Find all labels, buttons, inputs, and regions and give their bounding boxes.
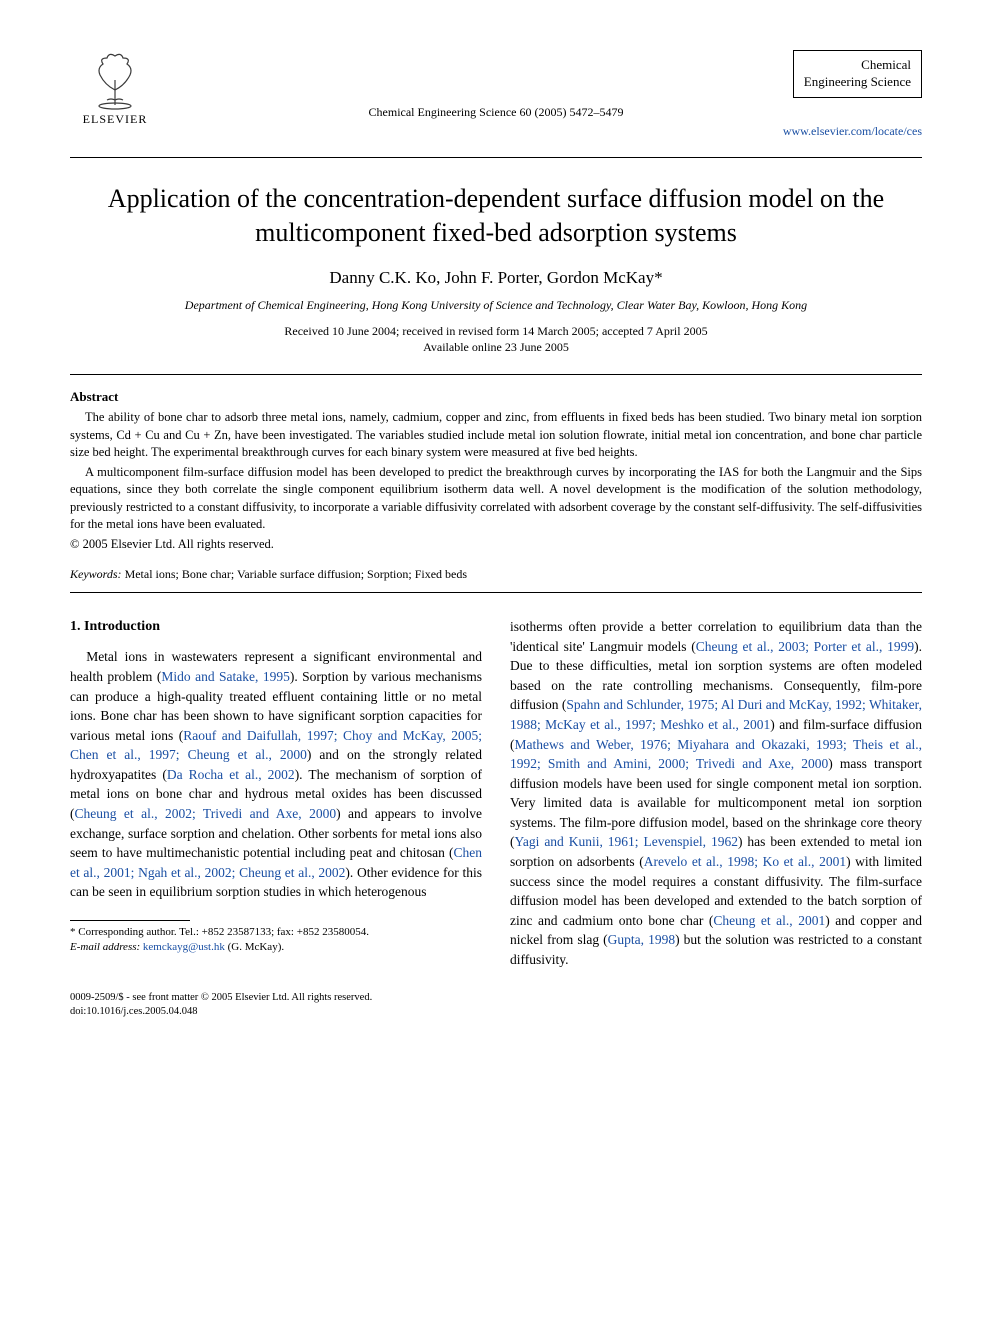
footnote-email-post: (G. McKay).	[225, 941, 284, 953]
footnote-line1: * Corresponding author. Tel.: +852 23587…	[70, 925, 482, 940]
header-separator	[70, 157, 922, 158]
journal-box-line1: Chemical	[804, 57, 911, 74]
left-column: 1. Introduction Metal ions in wastewater…	[70, 617, 482, 969]
journal-url[interactable]: www.elsevier.com/locate/ces	[70, 124, 922, 139]
citation-link[interactable]: Yagi and Kunii, 1961; Levenspiel, 1962	[515, 834, 739, 849]
citation-link[interactable]: Cheung et al., 2002; Trivedi and Axe, 20…	[75, 806, 337, 821]
citation-link[interactable]: Gupta, 1998	[608, 932, 675, 947]
body-columns: 1. Introduction Metal ions in wastewater…	[70, 617, 922, 969]
article-dates: Received 10 June 2004; received in revis…	[70, 323, 922, 357]
intro-paragraph-right: isotherms often provide a better correla…	[510, 617, 922, 969]
citation-line: Chemical Engineering Science 60 (2005) 5…	[70, 105, 922, 120]
dates-line1: Received 10 June 2004; received in revis…	[70, 323, 922, 340]
dates-line2: Available online 23 June 2005	[70, 339, 922, 356]
corresponding-author-footnote: * Corresponding author. Tel.: +852 23587…	[70, 925, 482, 955]
abstract-body: The ability of bone char to adsorb three…	[70, 409, 922, 553]
abstract-p1: The ability of bone char to adsorb three…	[70, 409, 922, 462]
citation-link[interactable]: Mido and Satake, 1995	[161, 669, 289, 684]
right-column: isotherms often provide a better correla…	[510, 617, 922, 969]
page-container: ELSEVIER Chemical Engineering Science Ch…	[0, 0, 992, 1059]
section-heading: 1. Introduction	[70, 617, 482, 637]
footer-line2: doi:10.1016/j.ces.2005.04.048	[70, 1005, 922, 1019]
footer-line1: 0009-2509/$ - see front matter © 2005 El…	[70, 991, 922, 1005]
footnote-email[interactable]: kemckayg@ust.hk	[143, 941, 225, 953]
citation-link[interactable]: Cheung et al., 2001	[713, 913, 825, 928]
article-title: Application of the concentration-depende…	[70, 182, 922, 250]
abstract-top-rule	[70, 374, 922, 375]
citation-link[interactable]: Cheung et al., 2003; Porter et al., 1999	[696, 639, 914, 654]
keywords-label: Keywords:	[70, 567, 122, 581]
authors: Danny C.K. Ko, John F. Porter, Gordon Mc…	[70, 268, 922, 288]
footnote-email-label: E-mail address:	[70, 941, 140, 953]
publisher-name: ELSEVIER	[83, 112, 148, 127]
journal-box: Chemical Engineering Science	[793, 50, 922, 98]
journal-box-line2: Engineering Science	[804, 74, 911, 91]
citation-link[interactable]: Arevelo et al., 1998; Ko et al., 2001	[644, 854, 846, 869]
abstract-heading: Abstract	[70, 389, 922, 405]
abstract-copyright: © 2005 Elsevier Ltd. All rights reserved…	[70, 536, 922, 554]
abstract-p2: A multicomponent film-surface diffusion …	[70, 464, 922, 534]
keywords: Keywords: Metal ions; Bone char; Variabl…	[70, 567, 922, 582]
elsevier-tree-icon	[85, 50, 145, 110]
keywords-text: Metal ions; Bone char; Variable surface …	[122, 567, 468, 581]
citation-link[interactable]: Da Rocha et al., 2002	[167, 767, 295, 782]
intro-paragraph-left: Metal ions in wastewaters represent a si…	[70, 647, 482, 901]
page-footer: 0009-2509/$ - see front matter © 2005 El…	[70, 991, 922, 1018]
publisher-logo: ELSEVIER	[70, 50, 160, 127]
affiliation: Department of Chemical Engineering, Hong…	[70, 298, 922, 313]
footnote-separator	[70, 920, 190, 921]
abstract-bottom-rule	[70, 592, 922, 593]
